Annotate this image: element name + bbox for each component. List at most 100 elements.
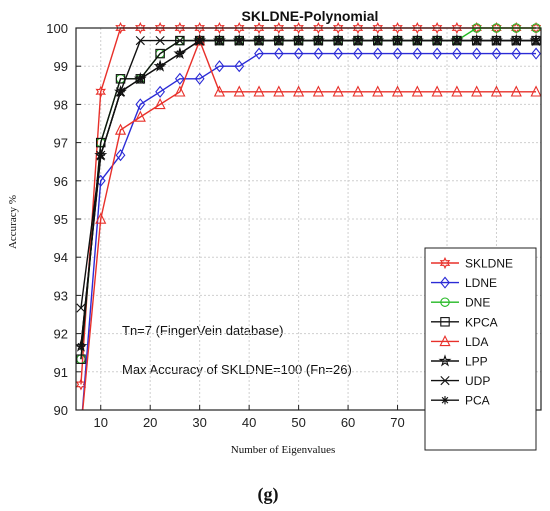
- data-point-marker: [531, 36, 541, 45]
- data-point-marker: [253, 85, 265, 97]
- data-point-marker: [431, 85, 443, 97]
- data-point-marker: [254, 47, 264, 60]
- data-point-marker: [413, 36, 422, 45]
- data-point-marker: [432, 36, 442, 45]
- y-tick-label: 93: [54, 288, 68, 303]
- data-point-marker: [440, 376, 450, 386]
- data-point-marker: [135, 22, 146, 35]
- legend-entry: LDA: [431, 335, 488, 349]
- legend-label: LDA: [465, 335, 488, 349]
- data-point-marker: [438, 354, 452, 367]
- data-point-marker: [392, 47, 403, 60]
- data-point-marker: [135, 98, 146, 111]
- panel-label: (g): [258, 484, 279, 505]
- legend: SKLDNE LDNE DNE KPCA LDA LPP UDP PCA: [424, 247, 537, 451]
- data-point-marker: [440, 317, 450, 327]
- data-point-marker: [491, 47, 502, 60]
- data-point-marker: [175, 49, 185, 58]
- data-point-marker: [115, 74, 126, 84]
- data-point-marker: [411, 85, 423, 97]
- data-point-marker: [471, 47, 482, 60]
- series-lda: [82, 34, 541, 410]
- data-point-marker: [233, 85, 245, 97]
- data-point-marker: [440, 276, 450, 289]
- axes-frame: [75, 27, 542, 411]
- data-point-marker: [333, 47, 344, 60]
- data-point-marker: [76, 303, 86, 313]
- data-point-marker: [492, 36, 501, 45]
- legend-entry: LDNE: [431, 276, 497, 290]
- y-tick-label: 100: [46, 21, 68, 36]
- x-tick-label: 50: [291, 415, 305, 430]
- data-point-marker: [174, 72, 185, 85]
- data-point-marker: [372, 22, 384, 35]
- data-point-marker: [511, 22, 522, 35]
- x-tick-label: 60: [341, 415, 355, 430]
- data-point-marker: [412, 22, 423, 35]
- series-ldne: [77, 47, 541, 434]
- data-point-marker: [214, 22, 225, 35]
- data-point-marker: [439, 334, 451, 347]
- annotation-dataset: Tn=7 (FingerVein database): [122, 323, 284, 338]
- data-point-marker: [472, 36, 481, 45]
- x-tick-label: 20: [143, 415, 157, 430]
- data-point-marker: [510, 85, 522, 97]
- data-point-marker: [273, 22, 285, 35]
- data-point-marker: [440, 396, 450, 405]
- data-point-marker: [452, 36, 462, 45]
- data-point-marker: [76, 354, 86, 364]
- data-point-marker: [134, 110, 146, 122]
- legend-label: SKLDNE: [465, 257, 513, 271]
- data-point-marker: [194, 72, 205, 85]
- y-tick-label: 96: [54, 174, 68, 189]
- data-point-marker: [95, 85, 106, 98]
- data-point-marker: [155, 85, 166, 98]
- y-tick-label: 97: [54, 136, 68, 151]
- data-point-marker: [372, 47, 383, 60]
- data-point-marker: [114, 123, 127, 135]
- legend-label: DNE: [465, 296, 490, 310]
- legend-entry: PCA: [431, 394, 490, 408]
- data-point-marker: [274, 36, 284, 45]
- data-point-marker: [194, 22, 205, 35]
- data-point-marker: [135, 36, 145, 46]
- data-point-marker: [313, 22, 324, 35]
- data-point-marker: [215, 36, 224, 45]
- data-point-marker: [440, 297, 450, 307]
- data-point-marker: [431, 22, 443, 35]
- y-tick-label: 92: [54, 327, 68, 342]
- data-point-marker: [391, 85, 404, 97]
- data-point-marker: [234, 60, 245, 73]
- data-point-marker: [175, 36, 185, 46]
- data-point-marker: [155, 36, 165, 46]
- data-point-marker: [490, 85, 503, 97]
- data-point-marker: [96, 151, 105, 160]
- y-tick-label: 99: [54, 59, 68, 74]
- x-axis-label: Number of Eigenvalues: [231, 444, 335, 456]
- data-point-marker: [254, 36, 264, 45]
- data-point-marker: [273, 47, 284, 60]
- data-point-marker: [511, 47, 522, 60]
- legend-label: UDP: [465, 374, 490, 388]
- data-point-marker: [451, 22, 463, 35]
- annotation-max-accuracy: Max Accuracy of SKLDNE=100 (Fn=26): [122, 362, 352, 377]
- data-point-marker: [77, 424, 85, 434]
- legend-entry: KPCA: [431, 315, 498, 329]
- data-point-marker: [491, 22, 502, 35]
- data-point-marker: [116, 87, 125, 96]
- data-point-marker: [530, 22, 541, 35]
- data-point-marker: [293, 85, 305, 97]
- data-point-marker: [451, 47, 462, 60]
- data-point-marker: [115, 149, 126, 162]
- data-point-marker: [393, 36, 402, 45]
- legend-label: KPCA: [465, 315, 498, 329]
- data-point-marker: [512, 36, 521, 45]
- data-point-marker: [451, 85, 463, 97]
- data-point-marker: [76, 342, 86, 351]
- legend-entry: UDP: [431, 374, 490, 388]
- data-point-marker: [439, 256, 451, 270]
- data-point-marker: [235, 36, 244, 45]
- legend-box: [424, 247, 537, 451]
- legend-label: LDNE: [465, 276, 497, 290]
- y-tick-label: 90: [54, 403, 68, 418]
